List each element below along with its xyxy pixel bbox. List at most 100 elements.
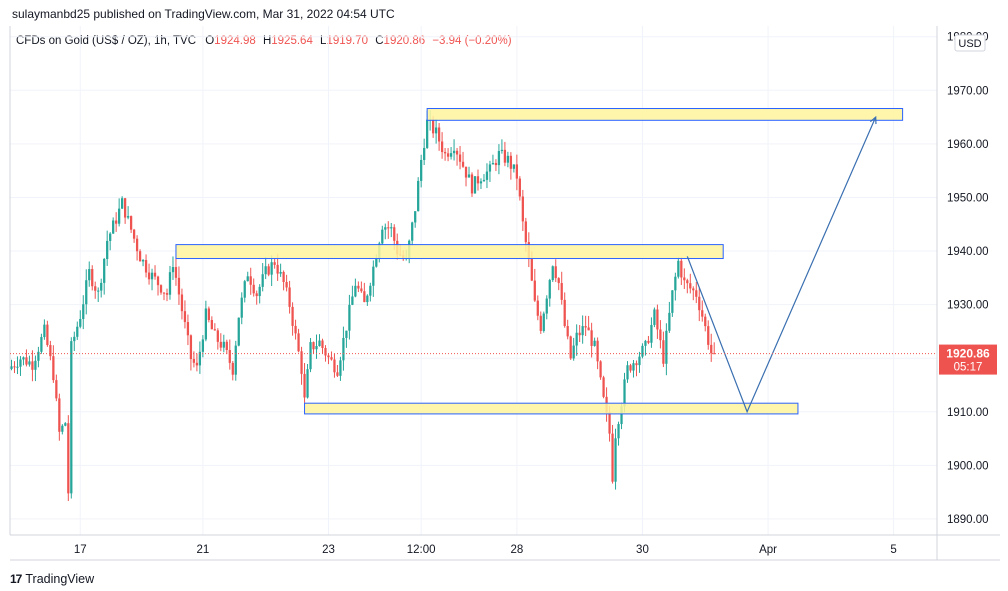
tradingview-logo[interactable]: 17 TradingView <box>10 572 94 586</box>
candle <box>593 337 596 347</box>
candle-body <box>500 149 504 151</box>
candle-body <box>165 293 169 295</box>
candle-body <box>213 329 216 331</box>
candle <box>689 273 692 294</box>
candle-body <box>147 272 151 280</box>
y-tick-label: 1960.00 <box>947 139 989 151</box>
candle-body <box>387 227 390 229</box>
candle <box>500 139 504 154</box>
candle <box>85 269 88 315</box>
candle <box>548 278 551 307</box>
candle-body <box>417 180 420 212</box>
publisher-line: sulaymanbd25 published on TradingView.co… <box>12 7 395 21</box>
candle <box>25 349 28 367</box>
candle <box>321 338 324 354</box>
candle <box>10 359 13 371</box>
candle <box>267 263 270 277</box>
candle-body <box>506 155 510 163</box>
candle <box>521 189 524 232</box>
candle <box>150 268 154 291</box>
candle-body <box>632 363 635 371</box>
candle <box>252 278 255 297</box>
candle-body <box>16 366 19 368</box>
candle <box>668 301 671 333</box>
projection-path[interactable] <box>686 116 877 414</box>
ohlc-values: O1924.98 H1925.64 L1919.70 C1920.86 −3.9… <box>205 35 515 47</box>
candle-body <box>560 283 563 300</box>
candle <box>686 278 689 294</box>
candle-body <box>168 272 172 295</box>
candle <box>243 279 246 303</box>
candle <box>467 166 471 178</box>
candle <box>109 232 112 251</box>
candle <box>52 345 55 383</box>
candle-body <box>106 240 109 259</box>
candle-body <box>590 330 593 346</box>
candle-body <box>324 347 327 356</box>
candle-body <box>70 341 73 494</box>
candle-body <box>64 423 67 426</box>
candle-body <box>46 324 49 346</box>
candle-body <box>198 351 202 366</box>
candle <box>237 317 240 347</box>
grid <box>10 26 937 535</box>
candle-body <box>476 176 480 184</box>
candle <box>258 284 261 304</box>
candle <box>16 356 19 375</box>
candle-body <box>171 267 175 273</box>
candle-body <box>58 398 61 432</box>
candle <box>13 361 16 374</box>
candle-body <box>330 357 333 360</box>
candle-body <box>333 359 336 373</box>
candle-body <box>557 278 560 284</box>
projection[interactable] <box>686 115 877 414</box>
candle-body <box>85 280 88 305</box>
projection-arrowhead <box>869 115 877 125</box>
candle-body <box>533 280 536 301</box>
candle <box>566 319 569 340</box>
candle <box>138 249 142 262</box>
candle-body <box>52 356 55 381</box>
candle-body <box>698 296 701 311</box>
candle <box>294 319 297 340</box>
ohlc-high-key: H <box>262 35 272 47</box>
candle-body <box>225 341 228 351</box>
candle <box>671 290 674 317</box>
candle-body <box>452 150 456 154</box>
candle <box>698 287 701 322</box>
candle <box>632 359 635 378</box>
candle <box>644 339 647 356</box>
candle <box>656 304 659 339</box>
candle <box>443 147 447 161</box>
candle-body <box>37 351 40 361</box>
candle <box>106 230 109 266</box>
candle-body <box>692 288 695 291</box>
candle-body <box>162 292 166 294</box>
candle <box>539 311 542 334</box>
candle <box>354 278 357 298</box>
candle-body <box>464 166 468 178</box>
candle-body <box>431 119 435 134</box>
candle-body <box>488 164 492 172</box>
candle <box>246 271 249 282</box>
candle-body <box>273 262 276 265</box>
price-zone[interactable] <box>175 244 724 260</box>
currency-box[interactable] <box>954 34 986 52</box>
candle <box>82 295 85 330</box>
candle <box>485 163 489 189</box>
candle <box>91 265 94 291</box>
candle-body <box>342 337 345 361</box>
candle <box>653 307 656 328</box>
zones[interactable] <box>175 108 904 415</box>
candle-body <box>88 269 91 281</box>
price-zone[interactable] <box>426 108 904 121</box>
price-zone[interactable] <box>304 402 799 415</box>
y-tick-label: 1900.00 <box>947 460 989 472</box>
candle-body <box>123 198 127 218</box>
candle-body <box>180 294 184 312</box>
candle-body <box>686 280 689 284</box>
ohlc-change: −3.94 (−0.20%) <box>432 35 512 47</box>
candle <box>121 196 124 210</box>
candle-body <box>237 317 240 346</box>
